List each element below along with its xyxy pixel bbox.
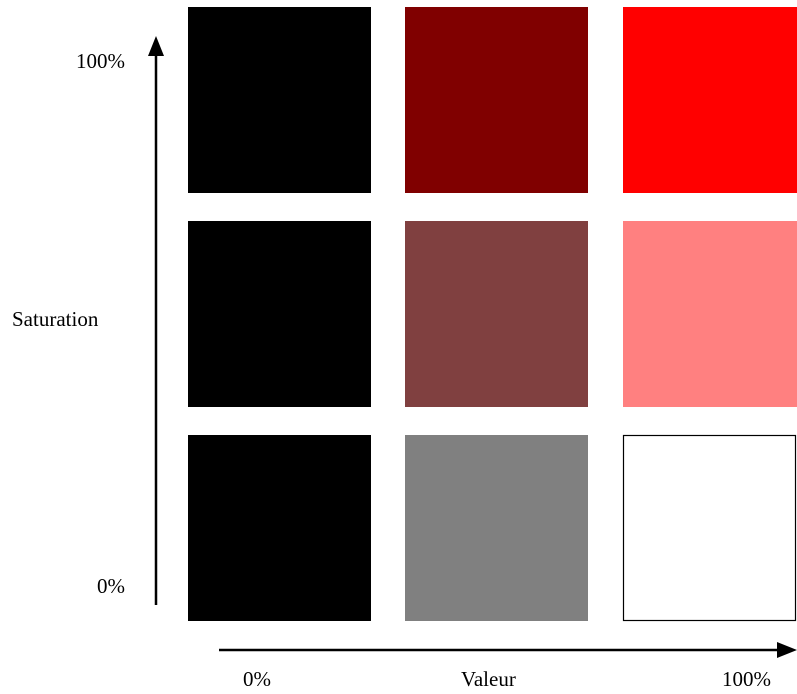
saturation-max-label: 100%	[76, 49, 125, 73]
swatch-sat100-val0	[188, 7, 371, 193]
saturation-min-label: 0%	[97, 574, 125, 598]
saturation-axis-title: Saturation	[12, 307, 99, 331]
value-min-label: 0%	[243, 667, 271, 691]
swatch-sat0-val0	[188, 435, 371, 621]
swatch-sat50-val100	[623, 221, 797, 407]
swatch-sat100-val100	[623, 7, 797, 193]
value-axis-arrowhead	[777, 642, 797, 658]
value-max-label: 100%	[722, 667, 771, 691]
swatch-sat50-val50	[405, 221, 588, 407]
value-axis-title: Valeur	[461, 667, 516, 691]
swatch-sat50-val0	[188, 221, 371, 407]
swatch-sat100-val50	[405, 7, 588, 193]
swatch-grid	[188, 7, 797, 622]
swatch-sat0-val100	[622, 434, 797, 622]
saturation-axis-arrowhead	[148, 36, 164, 56]
swatch-sat0-val50	[405, 435, 588, 621]
